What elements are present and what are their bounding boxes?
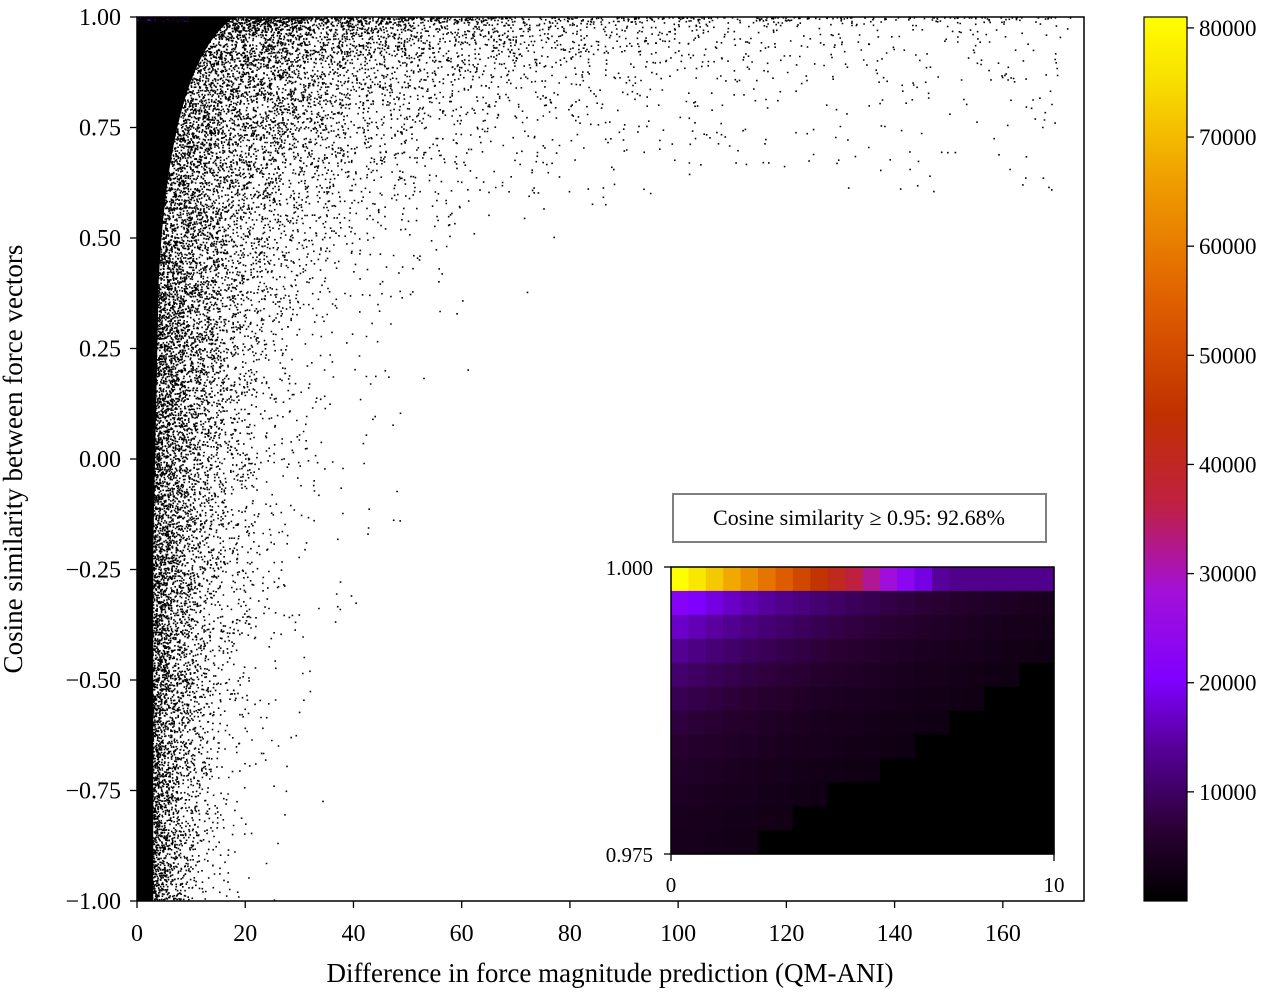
- y-tick-label: −0.75: [65, 779, 121, 805]
- y-tick-label: 0.75: [79, 116, 121, 142]
- x-axis-label: Difference in force magnitude prediction…: [326, 958, 893, 988]
- y-tick-label: −0.50: [65, 668, 121, 694]
- inset-heatmap: [671, 567, 1055, 855]
- colorbar-axis: 10000 20000 30000 40000 50000 60000 70000 80000: [1187, 16, 1257, 805]
- x-tick-label: 160: [985, 921, 1021, 947]
- y-tick-label: 1.00: [79, 5, 121, 31]
- inset-annotation-box: [672, 493, 1047, 543]
- y-tick-label: 0.00: [79, 447, 121, 473]
- main-axes: 0 20 40 60 80 100 120 140 160 −1.00 −0.75 −0.50 −0.2…: [65, 5, 1020, 947]
- inset-x-tick-label: 0: [666, 873, 677, 897]
- inset-y-tick-label: 0.975: [606, 843, 653, 867]
- x-tick-label: 80: [558, 921, 582, 947]
- colorbar-tick-label: 70000: [1199, 125, 1257, 150]
- colorbar-tick-label: 50000: [1199, 343, 1257, 368]
- colorbar-tick-label: 10000: [1199, 780, 1257, 805]
- colorbar-tick-label: 20000: [1199, 671, 1257, 696]
- colorbar-tick-label: 80000: [1199, 16, 1257, 41]
- x-tick-label: 40: [341, 921, 365, 947]
- inset-y-tick-label: 1.000: [606, 556, 653, 580]
- y-tick-label: 0.25: [79, 337, 121, 363]
- colorbar-tick-label: 30000: [1199, 562, 1257, 587]
- x-tick-label: 120: [768, 921, 804, 947]
- colorbar-tick-label: 60000: [1199, 234, 1257, 259]
- y-tick-label: 0.50: [79, 226, 121, 252]
- x-tick-label: 20: [233, 921, 257, 947]
- y-axis-label: Cosine similarity between force vectors: [0, 245, 28, 674]
- x-tick-label: 100: [660, 921, 696, 947]
- x-tick-label: 60: [450, 921, 474, 947]
- colorbar: [1143, 16, 1188, 902]
- density-points: [137, 17, 1072, 901]
- inset-axes: 0 10 0.975 1.000: [606, 556, 1065, 897]
- inset-frame: [670, 566, 1055, 855]
- x-tick-label: 0: [131, 921, 143, 947]
- inset-annotation-text: Cosine similarity ≥ 0.95: 92.68%: [713, 505, 1005, 530]
- inset-x-tick-label: 10: [1044, 873, 1065, 897]
- y-tick-label: −1.00: [65, 889, 121, 915]
- x-tick-label: 140: [877, 921, 913, 947]
- colorbar-tick-label: 40000: [1199, 452, 1257, 477]
- y-tick-label: −0.25: [65, 558, 121, 584]
- main-heatmap: [137, 17, 1072, 901]
